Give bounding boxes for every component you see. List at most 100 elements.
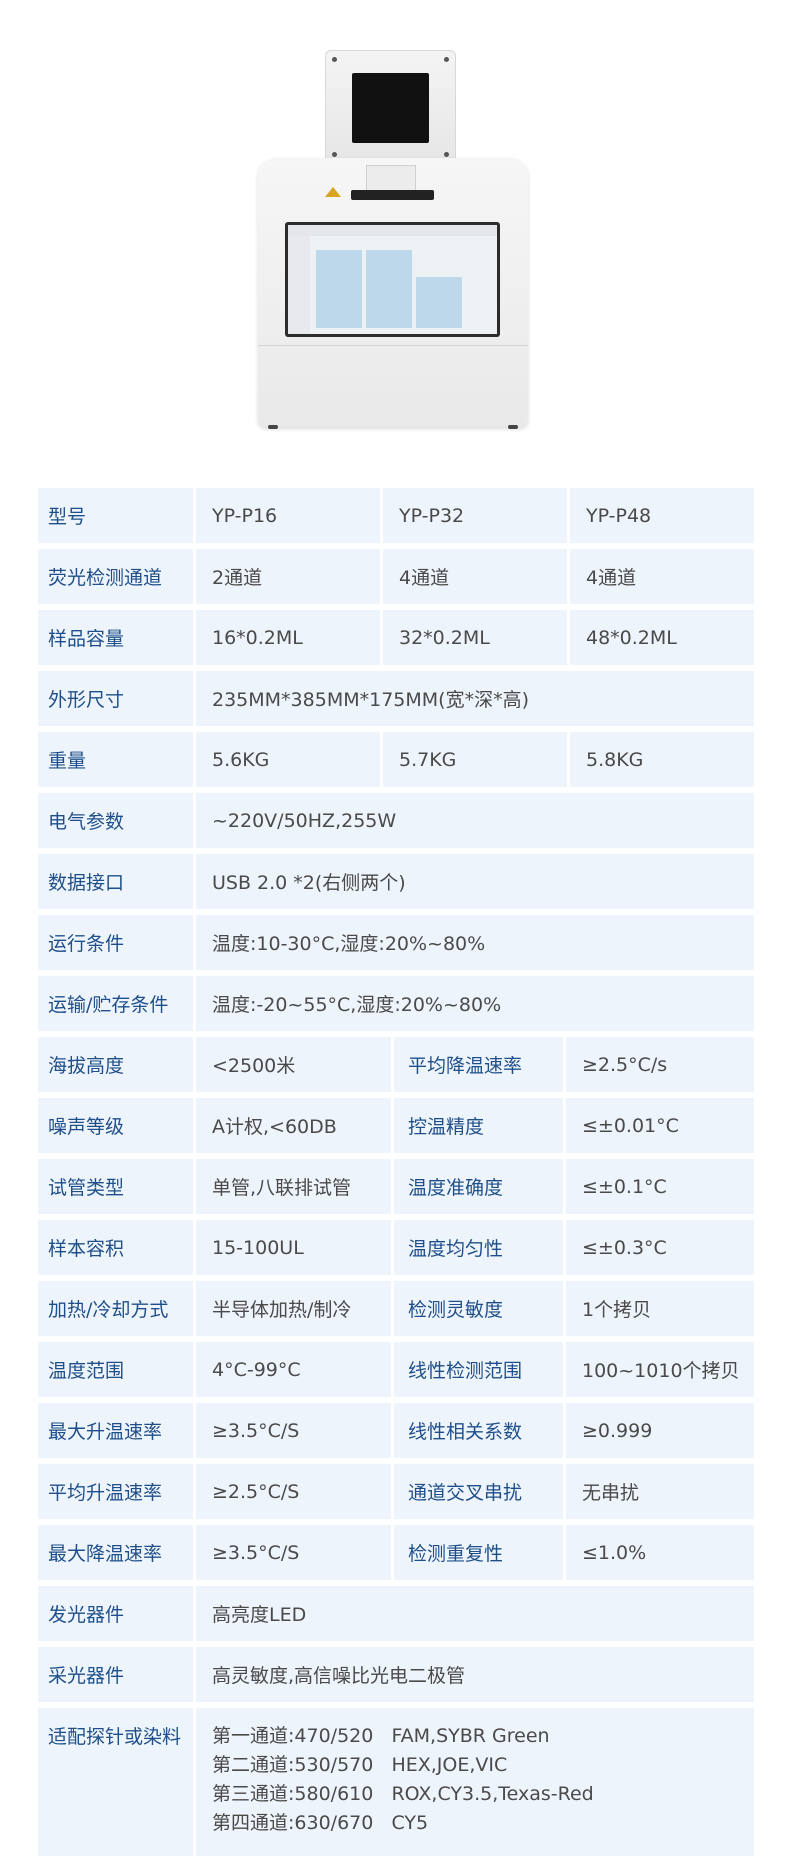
spec-value: 温度:-20~55°C,湿度:20%~80% bbox=[196, 976, 754, 1031]
spec-value: ≥3.5°C/S bbox=[196, 1403, 391, 1458]
warning-icon bbox=[325, 187, 341, 197]
spec-label: 重量 bbox=[38, 732, 193, 787]
spec-value: 温度:10-30°C,湿度:20%~80% bbox=[196, 915, 754, 970]
spec-value: 1个拷贝 bbox=[566, 1281, 754, 1336]
spec-label: 控温精度 bbox=[394, 1098, 563, 1153]
spec-value: ≤±0.3°C bbox=[566, 1220, 754, 1275]
spec-value: 单管,八联排试管 bbox=[196, 1159, 391, 1214]
spec-value: 高灵敏度,高信噪比光电二极管 bbox=[196, 1647, 754, 1702]
device-touchscreen bbox=[285, 222, 500, 337]
spec-label: 噪声等级 bbox=[38, 1098, 193, 1153]
screw bbox=[332, 57, 337, 62]
spec-label: 检测重复性 bbox=[394, 1525, 563, 1580]
spec-value: ≥3.5°C/S bbox=[196, 1525, 391, 1580]
spec-row: 海拔高度 <2500米 平均降温速率 ≥2.5°C/s bbox=[38, 1037, 754, 1092]
spec-value: ≥0.999 bbox=[566, 1403, 754, 1458]
device-foot bbox=[508, 425, 518, 429]
spec-label: 线性检测范围 bbox=[394, 1342, 563, 1397]
spec-value: ≤1.0% bbox=[566, 1525, 754, 1580]
spec-label: 样本容积 bbox=[38, 1220, 193, 1275]
spec-label: 型号 bbox=[38, 488, 193, 543]
spec-label: 检测灵敏度 bbox=[394, 1281, 563, 1336]
spec-value: 高亮度LED bbox=[196, 1586, 754, 1641]
spec-row: 采光器件 高灵敏度,高信噪比光电二极管 bbox=[38, 1647, 754, 1702]
spec-value: 16*0.2ML bbox=[196, 610, 380, 665]
spec-value: ≥2.5°C/S bbox=[196, 1464, 391, 1519]
spec-value: ≤±0.1°C bbox=[566, 1159, 754, 1214]
spec-value: 4°C-99°C bbox=[196, 1342, 391, 1397]
spec-value: A计权,<60DB bbox=[196, 1098, 391, 1153]
spec-value: 无串扰 bbox=[566, 1464, 754, 1519]
spec-label: 平均升温速率 bbox=[38, 1464, 193, 1519]
spec-row: 最大升温速率 ≥3.5°C/S 线性相关系数 ≥0.999 bbox=[38, 1403, 754, 1458]
spec-label: 运行条件 bbox=[38, 915, 193, 970]
spec-label: 温度范围 bbox=[38, 1342, 193, 1397]
screw bbox=[332, 152, 337, 157]
channel-line: 第二通道:530/570 HEX,JOE,VIC bbox=[212, 1754, 508, 1776]
spec-label: 运输/贮存条件 bbox=[38, 976, 193, 1031]
spec-value: YP-P16 bbox=[196, 488, 380, 543]
spec-value: YP-P32 bbox=[383, 488, 567, 543]
spec-value: 5.7KG bbox=[383, 732, 567, 787]
spec-value: ≥2.5°C/s bbox=[566, 1037, 754, 1092]
screw bbox=[444, 152, 449, 157]
spec-label: 样品容量 bbox=[38, 610, 193, 665]
spec-row: 外形尺寸 235MM*385MM*175MM(宽*深*高) bbox=[38, 671, 754, 726]
spec-row: 加热/冷却方式 半导体加热/制冷 检测灵敏度 1个拷贝 bbox=[38, 1281, 754, 1336]
lid-window bbox=[352, 73, 429, 143]
spec-row: 适配探针或染料 第一通道:470/520 FAM,SYBR Green 第二通道:5… bbox=[38, 1708, 754, 1856]
spec-row: 发光器件 高亮度LED bbox=[38, 1586, 754, 1641]
spec-label: 温度均匀性 bbox=[394, 1220, 563, 1275]
spec-label: 外形尺寸 bbox=[38, 671, 193, 726]
spec-label: 平均降温速率 bbox=[394, 1037, 563, 1092]
spec-label: 电气参数 bbox=[38, 793, 193, 848]
spec-label: 线性相关系数 bbox=[394, 1403, 563, 1458]
channel-line: 第一通道:470/520 FAM,SYBR Green bbox=[212, 1725, 550, 1747]
spec-value: ≤±0.01°C bbox=[566, 1098, 754, 1153]
spec-label: 海拔高度 bbox=[38, 1037, 193, 1092]
spec-label: 最大升温速率 bbox=[38, 1403, 193, 1458]
spec-row: 运行条件 温度:10-30°C,湿度:20%~80% bbox=[38, 915, 754, 970]
spec-value: 5.8KG bbox=[570, 732, 754, 787]
spec-label: 温度准确度 bbox=[394, 1159, 563, 1214]
spec-value: 48*0.2ML bbox=[570, 610, 754, 665]
spec-label: 通道交叉串扰 bbox=[394, 1464, 563, 1519]
spec-row: 型号 YP-P16 YP-P32 YP-P48 bbox=[38, 488, 754, 543]
spec-row: 样本容积 15-100UL 温度均匀性 ≤±0.3°C bbox=[38, 1220, 754, 1275]
spec-value: <2500米 bbox=[196, 1037, 391, 1092]
spec-row: 最大降温速率 ≥3.5°C/S 检测重复性 ≤1.0% bbox=[38, 1525, 754, 1580]
spec-label: 试管类型 bbox=[38, 1159, 193, 1214]
divider bbox=[258, 345, 528, 346]
screw bbox=[444, 57, 449, 62]
spec-row: 运输/贮存条件 温度:-20~55°C,湿度:20%~80% bbox=[38, 976, 754, 1031]
spec-label: 发光器件 bbox=[38, 1586, 193, 1641]
device-foot bbox=[268, 425, 278, 429]
product-image bbox=[0, 0, 790, 470]
spec-row: 平均升温速率 ≥2.5°C/S 通道交叉串扰 无串扰 bbox=[38, 1464, 754, 1519]
spec-row: 样品容量 16*0.2ML 32*0.2ML 48*0.2ML bbox=[38, 610, 754, 665]
sample-slot bbox=[351, 190, 434, 200]
spec-value: 5.6KG bbox=[196, 732, 380, 787]
channel-line: 第四通道:630/670 CY5 bbox=[212, 1812, 429, 1834]
spec-label: 最大降温速率 bbox=[38, 1525, 193, 1580]
spec-row: 温度范围 4°C-99°C 线性检测范围 100~1010个拷贝 bbox=[38, 1342, 754, 1397]
spec-value: YP-P48 bbox=[570, 488, 754, 543]
spec-row: 噪声等级 A计权,<60DB 控温精度 ≤±0.01°C bbox=[38, 1098, 754, 1153]
spec-row: 电气参数 ~220V/50HZ,255W bbox=[38, 793, 754, 848]
spec-value: ~220V/50HZ,255W bbox=[196, 793, 754, 848]
spec-label: 数据接口 bbox=[38, 854, 193, 909]
spec-value: USB 2.0 *2(右侧两个) bbox=[196, 854, 754, 909]
spec-table: 型号 YP-P16 YP-P32 YP-P48 荧光检测通道 2通道 4通道 4通道 样品容量 1… bbox=[38, 488, 754, 1862]
spec-value: 2通道 bbox=[196, 549, 380, 604]
spec-row: 荧光检测通道 2通道 4通道 4通道 bbox=[38, 549, 754, 604]
spec-row: 数据接口 USB 2.0 *2(右侧两个) bbox=[38, 854, 754, 909]
spec-row: 重量 5.6KG 5.7KG 5.8KG bbox=[38, 732, 754, 787]
spec-value: 235MM*385MM*175MM(宽*深*高) bbox=[196, 671, 754, 726]
spec-value: 100~1010个拷贝 bbox=[566, 1342, 754, 1397]
spec-value: 15-100UL bbox=[196, 1220, 391, 1275]
spec-label: 适配探针或染料 bbox=[38, 1708, 193, 1856]
spec-value: 半导体加热/制冷 bbox=[196, 1281, 391, 1336]
spec-row: 试管类型 单管,八联排试管 温度准确度 ≤±0.1°C bbox=[38, 1159, 754, 1214]
channel-line: 第三通道:580/610 ROX,CY3.5,Texas-Red bbox=[212, 1783, 594, 1805]
spec-label: 采光器件 bbox=[38, 1647, 193, 1702]
